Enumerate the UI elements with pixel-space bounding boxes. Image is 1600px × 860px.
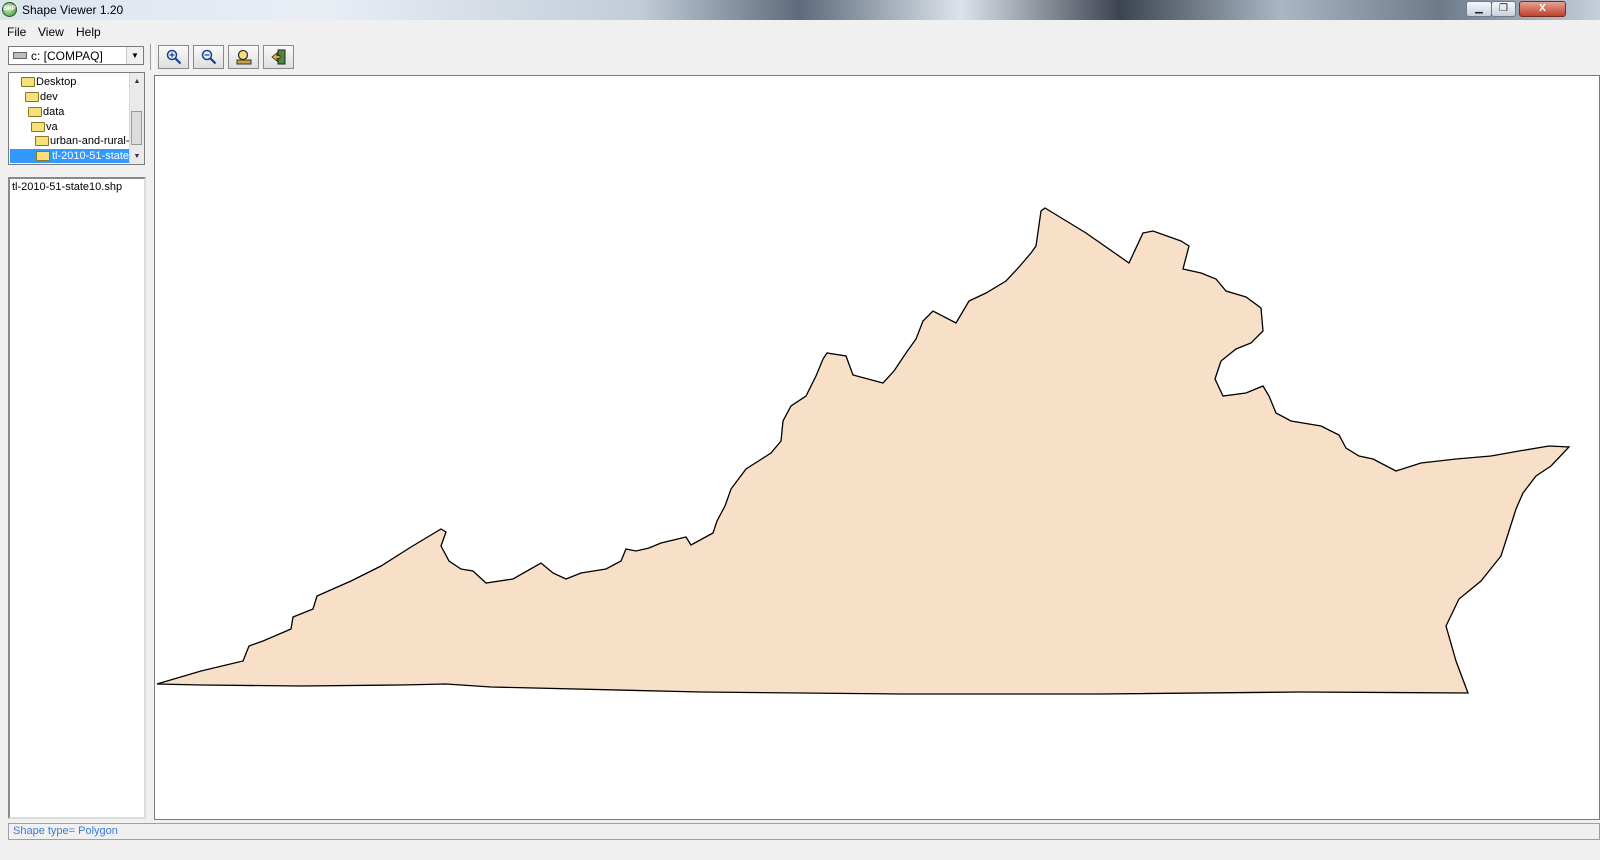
drive-select[interactable]: c: [COMPAQ] ▼	[8, 46, 144, 65]
menu-bar: File View Help	[0, 22, 1600, 41]
map-canvas[interactable]	[154, 75, 1600, 820]
chevron-down-icon[interactable]: ▼	[126, 47, 143, 64]
window-title: Shape Viewer 1.20	[22, 3, 124, 17]
scroll-down-icon[interactable]: ▼	[133, 153, 141, 160]
zoom-in-button[interactable]	[158, 45, 189, 69]
scroll-up-icon[interactable]: ▲	[133, 78, 141, 85]
status-text: Shape type= Polygon	[13, 825, 118, 837]
exit-button[interactable]	[263, 45, 294, 69]
pan-icon	[236, 49, 252, 65]
menu-view[interactable]: View	[38, 25, 64, 39]
close-button[interactable]: X	[1519, 1, 1566, 17]
folder-icon	[21, 77, 35, 88]
menu-file[interactable]: File	[7, 25, 27, 39]
tree-scrollbar[interactable]: ▲ ▼	[129, 73, 144, 164]
app-icon: SHP	[2, 2, 17, 17]
menu-help[interactable]: Help	[76, 25, 101, 39]
pan-button[interactable]	[228, 45, 259, 69]
folder-icon	[31, 122, 45, 133]
folder-open-icon	[36, 151, 50, 162]
exit-icon	[271, 49, 286, 65]
list-item[interactable]: tl-2010-51-state10.shp	[12, 181, 123, 193]
tree-item-data[interactable]: data	[28, 105, 64, 119]
folder-icon	[35, 136, 49, 147]
virginia-polygon[interactable]	[156, 207, 1571, 695]
zoom-out-button[interactable]	[193, 45, 224, 69]
title-bar: SHP Shape Viewer 1.20 ▁ ❐ X	[0, 0, 1600, 20]
toolbar-separator	[150, 44, 154, 70]
scroll-thumb[interactable]	[131, 111, 142, 145]
maximize-button[interactable]: ❐	[1491, 1, 1516, 17]
tree-item-va[interactable]: va	[31, 120, 58, 134]
drive-label: c: [COMPAQ]	[31, 49, 103, 63]
tree-item-urban-and-rural[interactable]: urban-and-rural-c	[35, 134, 135, 148]
folder-tree[interactable]: Desktop dev data va urban-and-rural-c tl…	[8, 72, 145, 165]
folder-icon	[28, 107, 42, 118]
drive-icon	[13, 52, 27, 59]
minimize-button[interactable]: ▁	[1466, 1, 1492, 17]
tree-item-tl-2010-51-state[interactable]: tl-2010-51-state	[10, 149, 132, 163]
file-list[interactable]: tl-2010-51-state10.shp	[8, 177, 146, 819]
tree-item-desktop[interactable]: Desktop	[21, 75, 76, 89]
tree-item-dev[interactable]: dev	[25, 90, 58, 104]
zoom-in-icon	[166, 49, 182, 65]
status-bar: Shape type= Polygon	[8, 823, 1600, 840]
map-svg	[156, 207, 1571, 695]
folder-icon	[25, 92, 39, 103]
zoom-out-icon	[201, 49, 217, 65]
